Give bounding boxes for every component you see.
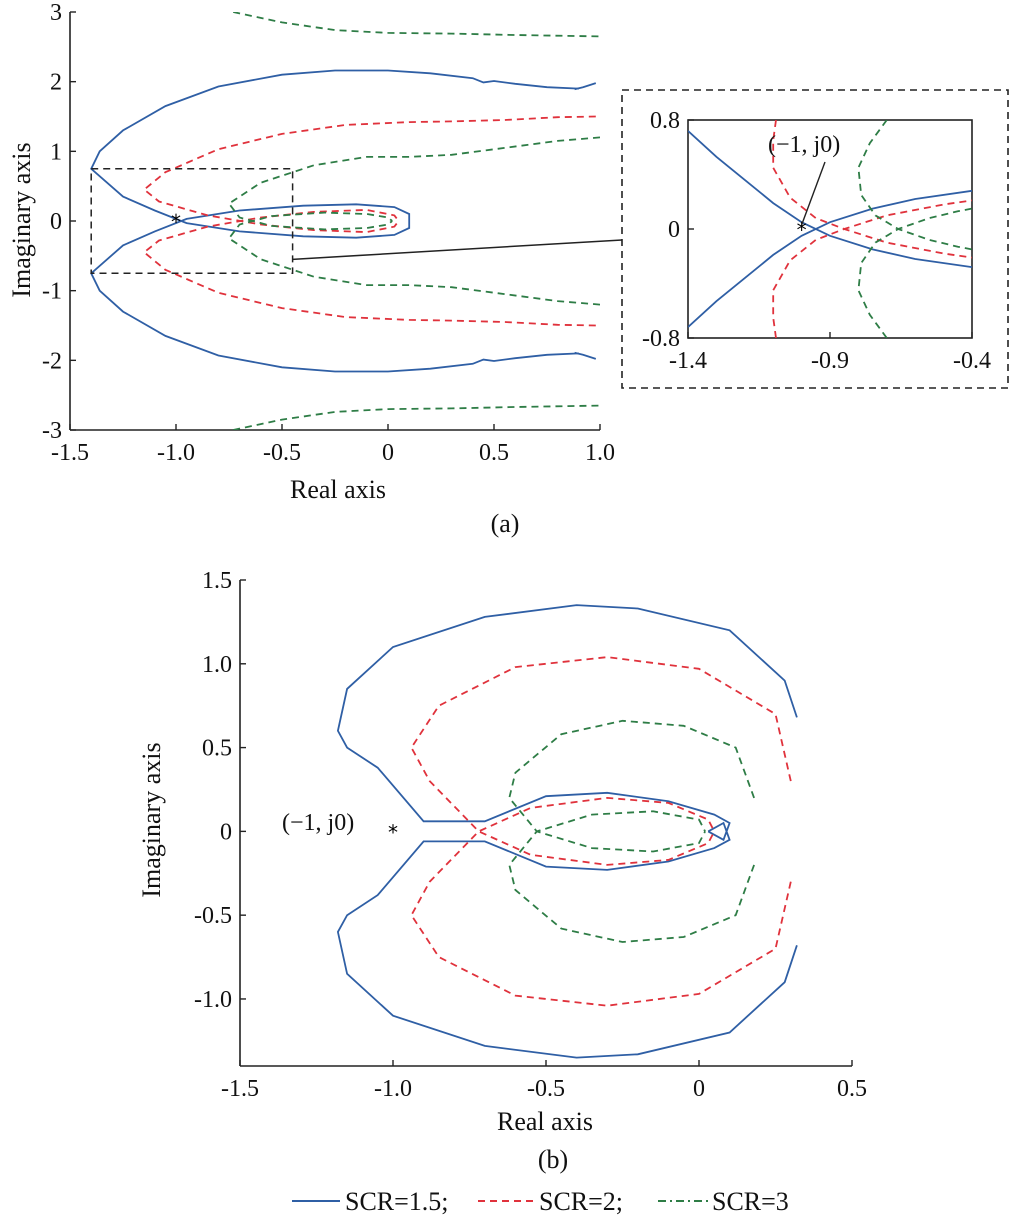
panel-b-ytick-label: -0.5 (194, 903, 232, 929)
panel-a-ylabel: Imaginary axis (7, 142, 36, 297)
panel-b-xtick-label: -1.0 (374, 1076, 412, 1102)
panel-inset-ytick-label: 0 (668, 217, 680, 243)
panel-inset-series-1-upper-upper (772, 120, 972, 259)
panel-b-ytick-label: 1.0 (202, 652, 232, 678)
panel-b: -1.5 -1.0 -0.5 0 0.5 -1.0 -0.5 0 0.5 1.0 1.5 * (194, 568, 867, 1102)
panel-b-series-1-upper-lower (410, 830, 792, 1007)
panel-inset-xtick-label: -0.4 (953, 348, 991, 374)
panel-a-series-1-outer-lower (142, 208, 596, 327)
panel-a-ytick-label: 3 (50, 0, 62, 26)
panel-inset-series-2-upper-lower (857, 207, 972, 338)
zoom-box (90, 168, 294, 274)
panel-a-series-0-tail-lower (574, 351, 597, 360)
panel-a-xtick-label: -1.0 (157, 440, 195, 466)
panel-a-series-2-outer-lower (227, 211, 600, 306)
panel-a-xtick-label: 0 (382, 440, 394, 466)
panel-b-series-1-upper-upper (410, 656, 792, 833)
panel-b-series-0-upper-upper (336, 604, 798, 842)
panel-a-ytick-label: -1 (42, 279, 62, 305)
panel-a-label: (a) (491, 509, 520, 538)
panel-b-critical-point-label: (−1, j0) (282, 810, 354, 836)
panel-b-xtick-label: -1.5 (221, 1076, 259, 1102)
panel-a: -1.5 -1.0 -0.5 0 0.5 1.0 -3 -2 -1 0 1 2 3 * (42, 0, 623, 466)
panel-inset-series-0-upper-upper (688, 130, 972, 268)
panel-a-xtick-label: -1.5 (51, 440, 89, 466)
panel-inset-critical-point: * (797, 218, 807, 242)
panel-inset-series-2-upper-upper (857, 120, 972, 251)
legend-label-scr3: SCR=3 (712, 1187, 789, 1216)
panel-inset-xtick-label: -0.9 (811, 348, 849, 374)
panel-b-ylabel: Imaginary axis (137, 742, 166, 897)
panel-a-series-2-far-upper (233, 12, 600, 38)
panel-b-ytick-label: 0 (220, 819, 232, 845)
panel-a-ytick-label: -3 (42, 418, 62, 444)
panel-a-series-1-outer-upper (142, 115, 596, 234)
panel-b-xtick-label: -0.5 (527, 1076, 565, 1102)
panel-inset: -1.4 -0.9 -0.4 -0.8 0 0.8 * (642, 108, 991, 374)
legend-label-scr15: SCR=1.5; (345, 1187, 449, 1216)
panel-b-ytick-label: 1.5 (202, 568, 232, 594)
panel-a-series-2-far-lower (233, 404, 600, 430)
panel-inset-xtick-label: -1.4 (669, 348, 707, 374)
panel-b-xtick-label: 0.5 (837, 1076, 867, 1102)
panel-b-label: (b) (538, 1145, 568, 1174)
panel-b-series-0-upper-lower (336, 821, 798, 1059)
panel-a-series-2-outer-upper (227, 136, 600, 231)
panel-a-ytick-label: -2 (42, 348, 62, 374)
panel-b-xlabel: Real axis (497, 1107, 593, 1136)
panel-a-ytick-label: 0 (50, 209, 62, 235)
inset-frame (621, 89, 1009, 389)
legend-label-scr2: SCR=2; (539, 1187, 623, 1216)
panel-b-critical-point: * (388, 820, 398, 844)
panel-inset-series-1-upper-lower (772, 199, 972, 338)
panel-a-ytick-label: 2 (50, 70, 62, 96)
panel-a-xtick-label: -0.5 (263, 440, 301, 466)
panel-inset-ytick-label: -0.8 (642, 326, 680, 352)
panel-a-xtick-label: 0.5 (479, 440, 509, 466)
panel-b-series-2-upper-lower (508, 830, 755, 943)
legend: SCR=1.5; SCR=2; SCR=3 (292, 1187, 789, 1216)
panel-b-ytick-label: 0.5 (202, 736, 232, 762)
zoom-connector (292, 239, 623, 261)
panel-a-xlabel: Real axis (290, 475, 386, 504)
panel-a-critical-point: * (171, 210, 181, 234)
panel-a-series-0-outer-lower (90, 203, 579, 373)
panel-a-ytick-label: 1 (50, 139, 62, 165)
panel-a-series-0-outer-upper (90, 69, 579, 239)
panel-a-series-0-tail-upper (574, 82, 597, 91)
panel-b-xtick-label: 0 (693, 1076, 705, 1102)
inset-critical-point-pointer (800, 161, 826, 226)
panel-inset-ytick-label: 0.8 (650, 108, 680, 134)
inset-critical-point-label: (−1, j0) (768, 132, 840, 158)
panel-b-series-2-upper-upper (508, 719, 755, 833)
panel-inset-series-0-upper-lower (688, 189, 972, 328)
panel-a-xtick-label: 1.0 (585, 440, 615, 466)
panel-b-ytick-label: -1.0 (194, 987, 232, 1013)
